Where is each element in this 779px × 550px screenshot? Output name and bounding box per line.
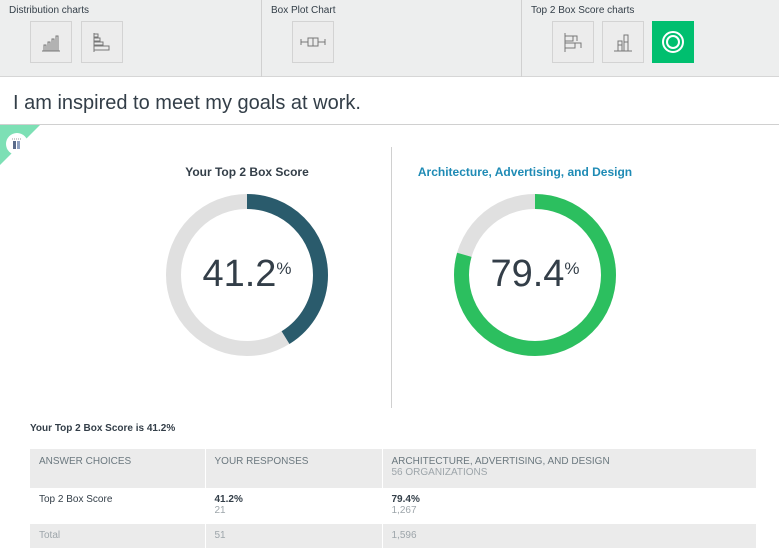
- benchmark-donut: [454, 194, 616, 356]
- header-benchmark: ARCHITECTURE, ADVERTISING, AND DESIGN 56 …: [382, 449, 757, 488]
- vertical-bar-chart-button[interactable]: [30, 21, 72, 63]
- stacked-horizontal-button[interactable]: [552, 21, 594, 63]
- header-answer-choices: ANSWER CHOICES: [30, 449, 206, 488]
- donut-chart-icon: [662, 31, 684, 53]
- header-benchmark-label: ARCHITECTURE, ADVERTISING, AND DESIGN: [391, 456, 610, 467]
- benchmark-title: Architecture, Advertising, and Design: [417, 165, 633, 179]
- yours-count: 21: [214, 505, 226, 516]
- horizontal-bar-chart-button[interactable]: [81, 21, 123, 63]
- yours-percent: 41.2%: [214, 494, 243, 505]
- table-header: ANSWER CHOICES YOUR RESPONSES ARCHITECTU…: [30, 449, 757, 488]
- value-unit: %: [276, 259, 292, 278]
- summary-text: Your Top 2 Box Score is 41.2%: [30, 423, 176, 434]
- question-title: I am inspired to meet my goals at work.: [13, 92, 361, 114]
- benchmark-percent: 79.4%: [391, 494, 420, 505]
- stacked-vertical-icon: [614, 34, 632, 52]
- chart-divider: [391, 147, 392, 408]
- total-label: Total: [30, 524, 206, 548]
- benchmark-value: 79.4%: [435, 253, 635, 296]
- your-score-title: Your Top 2 Box Score: [185, 165, 309, 179]
- header-your-responses: YOUR RESPONSES: [205, 449, 383, 488]
- row-label: Top 2 Box Score: [30, 488, 206, 524]
- chart-type-toolbar: Distribution charts Box Plot Chart Top 2…: [0, 0, 779, 77]
- stacked-horizontal-icon: [564, 33, 582, 52]
- chart-badge-icon: [6, 133, 28, 155]
- benchmark-count: 1,267: [391, 505, 417, 516]
- box-plot-section: Box Plot Chart: [262, 0, 522, 77]
- header-benchmark-sub: 56 ORGANIZATIONS: [391, 467, 488, 478]
- section-label: Distribution charts: [9, 5, 90, 16]
- box-plot-icon: [300, 37, 326, 47]
- donut-arc: [454, 194, 616, 356]
- donut-chart-button[interactable]: [652, 21, 694, 63]
- row-yours: 41.2% 21: [205, 488, 383, 524]
- top2-box-section: Top 2 Box Score charts: [522, 0, 779, 77]
- distribution-charts-section: Distribution charts: [0, 0, 262, 77]
- total-benchmark: 1,596: [382, 524, 757, 548]
- total-yours: 51: [205, 524, 383, 548]
- your-score-donut: [166, 194, 328, 356]
- results-table: ANSWER CHOICES YOUR RESPONSES ARCHITECTU…: [30, 449, 757, 548]
- bar-chart-vertical-icon: [42, 35, 60, 52]
- section-label: Top 2 Box Score charts: [531, 5, 635, 16]
- table-row: Top 2 Box Score 41.2% 21 79.4% 1,267: [30, 488, 757, 524]
- section-label: Box Plot Chart: [271, 5, 336, 16]
- donut-arc: [166, 194, 328, 356]
- table-row-total: Total 51 1,596: [30, 524, 757, 548]
- value-number: 41.2: [202, 253, 277, 295]
- value-number: 79.4: [490, 253, 565, 295]
- stacked-vertical-button[interactable]: [602, 21, 644, 63]
- value-unit: %: [564, 259, 580, 278]
- divider: [0, 124, 779, 125]
- box-plot-button[interactable]: [292, 21, 334, 63]
- bar-chart-horizontal-icon: [93, 33, 110, 52]
- row-benchmark: 79.4% 1,267: [382, 488, 757, 524]
- your-score-value: 41.2%: [147, 253, 347, 296]
